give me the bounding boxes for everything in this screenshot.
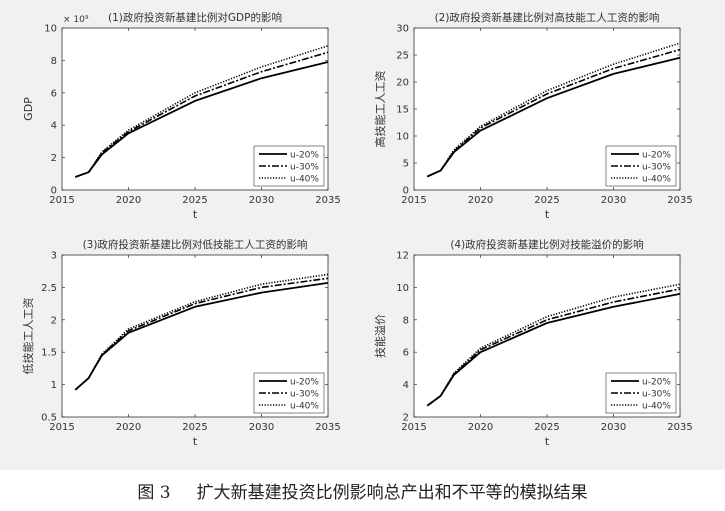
figure-caption: 图 3 扩大新基建投资比例影响总产出和不平等的模拟结果 xyxy=(0,478,725,503)
series-line-3 xyxy=(74,273,329,391)
legend-label: u-30% xyxy=(642,163,671,173)
y-tick-label: 25 xyxy=(396,51,409,62)
x-tick-label: 2025 xyxy=(534,422,559,433)
series-line-3 xyxy=(75,45,329,178)
y-tick-label: 10 xyxy=(44,24,57,35)
y-tick-label: 30 xyxy=(396,24,409,35)
legend: u-20% u-30% u-40% xyxy=(605,145,677,187)
x-axis-label: t xyxy=(193,208,198,221)
chart-panel-4: 2015 2020 2025 2030 2035 2 4 6 8 10 12 (4)政府投资新基建比例… xyxy=(373,238,693,448)
x-tick-label: 2030 xyxy=(249,422,274,433)
y-tick-label: 0 xyxy=(403,186,409,197)
y-axis-label: GDP xyxy=(22,97,35,121)
series-line-2 xyxy=(426,288,681,407)
chart-title: (3)政府投资新基建比例对低技能工人工资的影响 xyxy=(83,238,308,251)
x-tick-label: 2035 xyxy=(667,195,692,206)
legend-label: u-20% xyxy=(642,378,671,388)
y-tick-label: 2 xyxy=(51,315,57,326)
chart-panel-3: 2015 2020 2025 2030 2035 0.5 1 1.5 2 2.5 3 (3)政府投资新… xyxy=(21,238,341,448)
y-axis-label: 高技能工人工资 xyxy=(373,71,387,148)
x-tick-label: 2035 xyxy=(667,422,692,433)
x-axis-label: t xyxy=(545,435,550,448)
x-tick-label: 2020 xyxy=(468,422,493,433)
x-axis-label: t xyxy=(545,208,550,221)
chart-title: (2)政府投资新基建比例对高技能工人工资的影响 xyxy=(435,11,660,24)
y-tick-label: 6 xyxy=(403,348,409,359)
legend: u-20% u-30% u-40% xyxy=(605,372,677,414)
y-tick-label: 10 xyxy=(396,283,409,294)
legend-label: u-20% xyxy=(290,378,319,388)
x-tick-label: 2015 xyxy=(401,195,426,206)
legend-label: u-20% xyxy=(642,151,671,161)
figure-area: 2015 2020 2025 2030 2035 0 2 4 6 8 10 (1)政府投资新基建比例对… xyxy=(0,0,725,470)
y-tick-label: 15 xyxy=(396,105,409,116)
legend-label: u-20% xyxy=(290,151,319,161)
x-tick-label: 2030 xyxy=(249,195,274,206)
y-tick-label: 2.5 xyxy=(41,283,57,294)
y-axis-label: 技能溢价 xyxy=(373,314,387,358)
x-tick-label: 2035 xyxy=(315,195,340,206)
x-tick-label: 2015 xyxy=(401,422,426,433)
x-tick-label: 2030 xyxy=(601,422,626,433)
x-axis-label: t xyxy=(193,435,198,448)
legend-label: u-30% xyxy=(642,390,671,400)
y-exponent-label: × 10⁹ xyxy=(63,15,89,25)
series-line-3 xyxy=(426,42,681,178)
y-tick-label: 3 xyxy=(51,251,57,262)
x-tick-label: 2020 xyxy=(116,422,141,433)
y-tick-label: 1.5 xyxy=(41,348,57,359)
y-tick-label: 8 xyxy=(51,56,57,67)
y-tick-label: 12 xyxy=(396,251,409,262)
chart-panel-2: 2015 2020 2025 2030 2035051015202530(2)政府投资新… xyxy=(373,11,693,221)
y-axis-label: 低技能工人工资 xyxy=(21,298,35,375)
chart-panel-1: 2015 2020 2025 2030 2035 0 2 4 6 8 10 (1)政府投资新基建比例对… xyxy=(22,11,341,221)
legend-label: u-40% xyxy=(290,402,319,412)
series-line-3 xyxy=(426,283,681,407)
y-tick-label: 10 xyxy=(396,132,409,143)
y-tick-label: 2 xyxy=(51,153,57,164)
legend-box xyxy=(605,372,677,414)
legend: u-20% u-30% u-40% xyxy=(253,372,325,414)
y-tick-label: 20 xyxy=(396,78,409,89)
y-tick-label: 0 xyxy=(51,186,57,197)
chart-title: (1)政府投资新基建比例对GDP的影响 xyxy=(108,11,282,24)
x-tick-label: 2030 xyxy=(601,195,626,206)
figure-caption-text: 扩大新基建投资比例影响总产出和不平等的模拟结果 xyxy=(196,483,588,503)
chart-grid: 2015 2020 2025 2030 20350246810(1)政府投资新基建比例对… xyxy=(21,11,693,448)
y-tick-label: 0.5 xyxy=(41,413,57,424)
x-tick-label: 2015 xyxy=(49,422,74,433)
y-tick-label: 6 xyxy=(51,88,57,99)
x-tick-label: 2015 xyxy=(49,195,74,206)
y-tick-label: 1 xyxy=(51,380,57,391)
legend-label: u-30% xyxy=(290,163,319,173)
legend-label: u-40% xyxy=(642,402,671,412)
y-tick-label: 5 xyxy=(403,159,409,170)
chart-title: (4)政府投资新基建比例对技能溢价的影响 xyxy=(450,238,643,251)
legend-label: u-40% xyxy=(642,175,671,185)
legend-label: u-40% xyxy=(290,175,319,185)
x-tick-label: 2020 xyxy=(116,195,141,206)
y-tick-label: 2 xyxy=(403,413,409,424)
x-tick-label: 2025 xyxy=(182,422,207,433)
x-tick-label: 2025 xyxy=(182,195,207,206)
x-tick-label: 2020 xyxy=(468,195,493,206)
legend: u-20% u-30% u-40% xyxy=(253,145,325,187)
figure-label: 图 3 xyxy=(137,483,171,503)
x-tick-label: 2035 xyxy=(315,422,340,433)
y-tick-label: 4 xyxy=(51,121,57,132)
x-tick-label: 2025 xyxy=(534,195,559,206)
y-tick-label: 4 xyxy=(403,380,409,391)
y-tick-label: 8 xyxy=(403,315,409,326)
legend-label: u-30% xyxy=(290,390,319,400)
